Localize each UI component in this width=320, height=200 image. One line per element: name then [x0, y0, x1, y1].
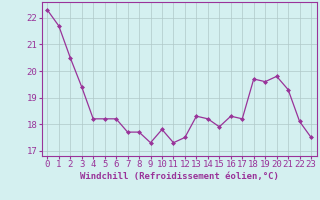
- X-axis label: Windchill (Refroidissement éolien,°C): Windchill (Refroidissement éolien,°C): [80, 172, 279, 181]
